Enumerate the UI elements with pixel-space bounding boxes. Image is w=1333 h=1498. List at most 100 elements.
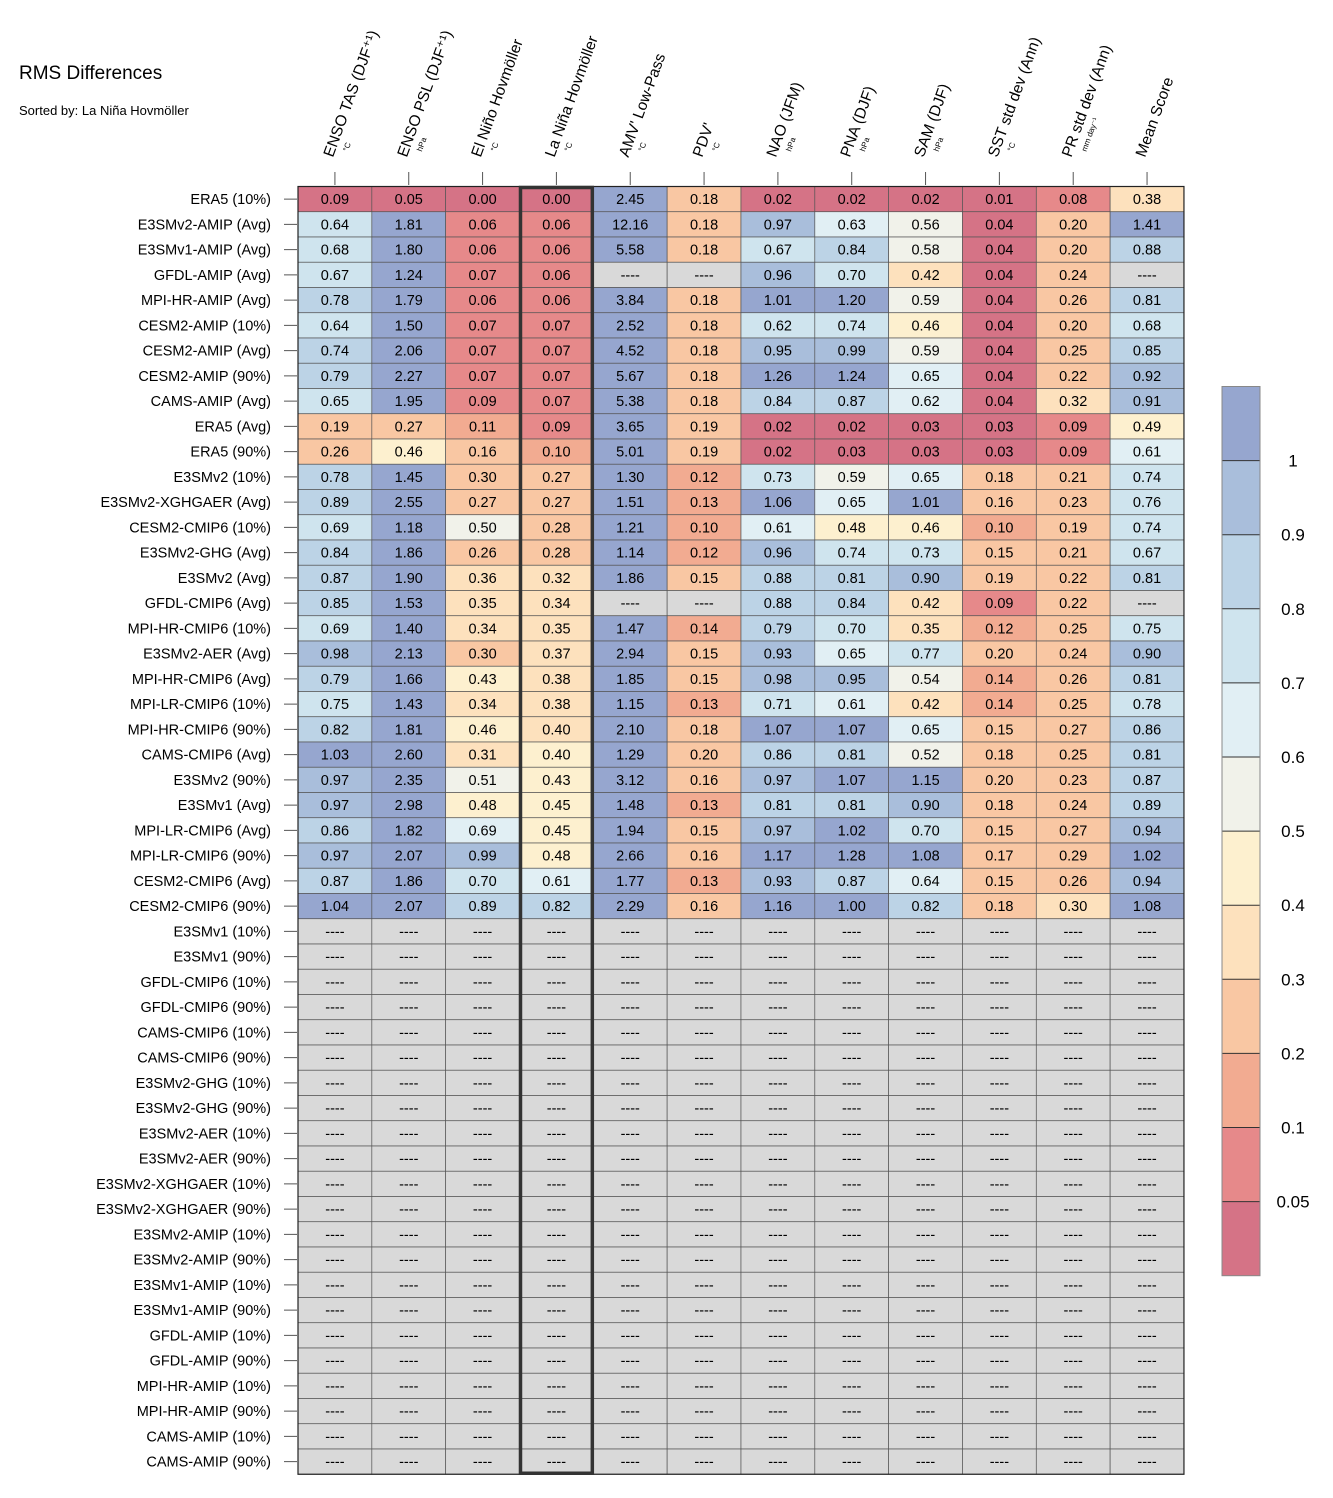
cell-value: 0.70	[911, 823, 939, 839]
cell-value: ----	[1064, 1000, 1083, 1016]
heatmap-cell	[371, 1170, 447, 1197]
cell-value: 0.70	[838, 621, 866, 637]
cell-value: ----	[621, 1202, 640, 1218]
heatmap-cell	[814, 918, 889, 945]
cell-value: ----	[916, 1202, 935, 1218]
heatmap-cell	[814, 1398, 889, 1425]
cell-value: ----	[399, 1303, 418, 1319]
heatmap-cell	[1035, 842, 1111, 869]
heatmap-cell	[666, 1044, 742, 1071]
cell-value: 0.48	[468, 798, 496, 814]
cell-value: 0.15	[690, 823, 718, 839]
cell-value: ----	[990, 1177, 1009, 1193]
cell-value: 0.12	[690, 546, 718, 562]
heatmap-cell	[1109, 1423, 1185, 1450]
heatmap-cell	[1109, 994, 1185, 1021]
heatmap-cell	[371, 766, 447, 793]
row-label: E3SMv2-AER (90%)	[139, 1152, 271, 1168]
heatmap-cell	[888, 842, 963, 869]
heatmap-cell	[1109, 893, 1185, 920]
cell-value: 0.94	[1133, 823, 1161, 839]
row-label: MPI-HR-CMIP6 (10%)	[128, 621, 271, 637]
heatmap-cell	[666, 1069, 742, 1096]
cell-value: 1.02	[838, 823, 866, 839]
cell-value: 0.35	[542, 621, 570, 637]
cell-value: 0.61	[764, 520, 792, 536]
heatmap-cell	[666, 539, 742, 566]
cell-value: 0.81	[1133, 571, 1161, 587]
cell-value: ----	[768, 975, 787, 991]
cell-value: ----	[547, 1126, 566, 1142]
cell-value: ----	[768, 1152, 787, 1168]
cell-value: 0.95	[838, 672, 866, 688]
cell-value: 0.76	[1133, 495, 1161, 511]
cell-value: 0.96	[764, 268, 792, 284]
cell-value: ----	[1137, 1253, 1156, 1269]
heatmap-cell	[666, 968, 742, 995]
cell-value: ----	[621, 1429, 640, 1445]
cell-value: 0.02	[764, 419, 792, 435]
cell-value: 0.12	[985, 621, 1013, 637]
cell-value: 0.03	[838, 445, 866, 461]
heatmap-cell	[519, 615, 594, 642]
cell-value: ----	[990, 1051, 1009, 1067]
cell-value: 1.02	[1133, 849, 1161, 865]
cell-value: 0.35	[911, 621, 939, 637]
row-label: CESM2-CMIP6 (90%)	[129, 899, 271, 915]
cell-value: 0.92	[1133, 369, 1161, 385]
cell-value: ----	[768, 950, 787, 966]
cell-value: ----	[621, 1379, 640, 1395]
heatmap-cell	[962, 1145, 1037, 1172]
cell-value: ----	[842, 1455, 861, 1471]
cell-value: ----	[916, 1253, 935, 1269]
heatmap-cell	[445, 463, 520, 490]
row-label: CAMS-CMIP6 (90%)	[137, 1051, 271, 1067]
cell-value: 0.62	[911, 394, 939, 410]
heatmap-cell	[1109, 968, 1185, 995]
column-label: Mean Score	[1133, 75, 1178, 159]
colorbar-tick-label: 0.05	[1276, 1193, 1309, 1212]
heatmap-cell	[1109, 665, 1185, 692]
cell-value: 0.16	[690, 899, 718, 915]
heatmap-cell	[962, 1069, 1037, 1096]
cell-value: ----	[990, 1429, 1009, 1445]
column-label: SST std dev (Ann)	[985, 35, 1044, 160]
heatmap-cell	[814, 261, 889, 288]
heatmap-cell	[888, 665, 963, 692]
heatmap-cell	[519, 994, 594, 1021]
cell-value: ----	[325, 1076, 344, 1092]
cell-value: 0.18	[690, 394, 718, 410]
cell-value: 0.04	[985, 293, 1013, 309]
cell-value: 0.74	[321, 344, 349, 360]
heatmap-cell	[519, 261, 594, 288]
row-label: ERA5 (10%)	[190, 192, 271, 208]
cell-value: ----	[325, 1000, 344, 1016]
heatmap-cell	[445, 1120, 520, 1147]
row-label: E3SMv1-AMIP (10%)	[133, 1278, 271, 1294]
cell-value: 0.61	[1133, 445, 1161, 461]
cell-value: 0.84	[838, 243, 866, 259]
cell-value: 0.15	[985, 546, 1013, 562]
cell-value: ----	[916, 1303, 935, 1319]
cell-value: ----	[916, 1227, 935, 1243]
cell-value: 0.18	[690, 243, 718, 259]
cell-value: ----	[694, 1253, 713, 1269]
heatmap-cell	[888, 994, 963, 1021]
heatmap-cell	[888, 1221, 963, 1248]
heatmap-cell	[519, 741, 594, 768]
cell-value: ----	[621, 1354, 640, 1370]
cell-value: 0.04	[985, 318, 1013, 334]
cell-value: 2.10	[616, 722, 644, 738]
cell-value: 0.29	[1059, 849, 1087, 865]
heatmap-cell	[1035, 1448, 1111, 1475]
cell-value: 3.12	[616, 773, 644, 789]
cell-value: 0.10	[542, 445, 570, 461]
colorbar-segment	[1222, 1201, 1260, 1276]
cell-value: 0.00	[542, 192, 570, 208]
cell-value: ----	[547, 1278, 566, 1294]
heatmap-cell	[1109, 1271, 1185, 1298]
cell-value: ----	[1137, 1025, 1156, 1041]
cell-value: 0.04	[985, 243, 1013, 259]
cell-value: ----	[473, 1126, 492, 1142]
cell-value: ----	[694, 1202, 713, 1218]
